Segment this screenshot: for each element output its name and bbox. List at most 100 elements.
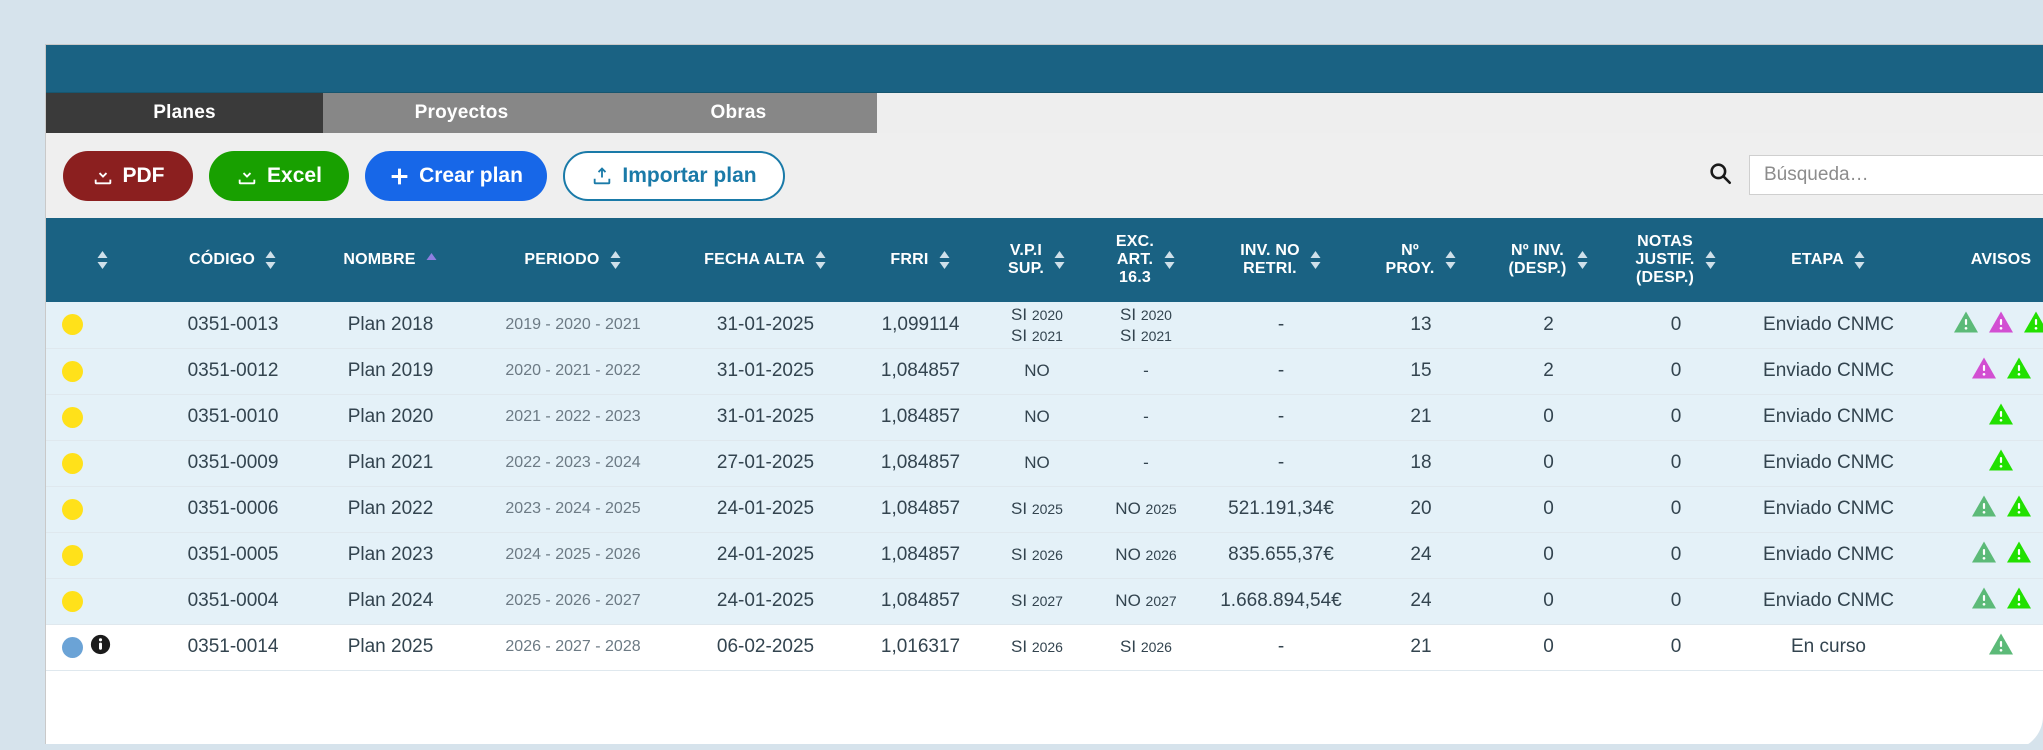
tab-proyectos[interactable]: Proyectos bbox=[323, 93, 600, 133]
sort-toggle-icon[interactable] bbox=[1576, 251, 1589, 269]
warning-triangle-icon[interactable] bbox=[1971, 356, 1997, 386]
warning-triangle-icon[interactable] bbox=[1971, 540, 1997, 570]
sort-toggle-icon[interactable] bbox=[609, 251, 622, 269]
import-plan-label: Importar plan bbox=[622, 164, 757, 187]
create-plan-button[interactable]: Crear plan bbox=[365, 151, 547, 201]
cell-periodo: 2025 - 2026 - 2027 bbox=[473, 578, 673, 625]
export-excel-button[interactable]: Excel bbox=[209, 151, 349, 201]
cell-exc-art-163: NO 2027 bbox=[1091, 578, 1201, 625]
cell-inv-no-retri: - bbox=[1201, 624, 1361, 671]
status-dot-yellow[interactable] bbox=[62, 360, 83, 382]
warning-triangle-icon[interactable] bbox=[2023, 310, 2043, 340]
cell-frri: 1,099114 bbox=[858, 302, 983, 349]
warning-triangle-icon[interactable] bbox=[1971, 586, 1997, 616]
table-row[interactable]: 0351-0005 Plan 2023 2024 - 2025 - 2026 2… bbox=[46, 532, 2043, 579]
cell-etapa: Enviado CNMC bbox=[1736, 440, 1921, 487]
column-label: PERIODO bbox=[524, 251, 600, 269]
table-row[interactable]: 0351-0009 Plan 2021 2022 - 2023 - 2024 2… bbox=[46, 440, 2043, 487]
sort-toggle-icon[interactable] bbox=[264, 251, 277, 269]
cell-periodo: 2020 - 2021 - 2022 bbox=[473, 348, 673, 395]
sort-ascending-icon[interactable] bbox=[425, 251, 438, 269]
table-row[interactable]: 0351-0006 Plan 2022 2023 - 2024 - 2025 2… bbox=[46, 486, 2043, 533]
warning-triangle-icon[interactable] bbox=[2006, 540, 2032, 570]
search-input[interactable] bbox=[1749, 155, 2043, 195]
col-codigo[interactable]: CÓDIGO bbox=[158, 218, 308, 302]
cell-nombre: Plan 2019 bbox=[308, 348, 473, 395]
search-icon[interactable] bbox=[1707, 160, 1733, 191]
sort-toggle-icon[interactable] bbox=[938, 251, 951, 269]
cell-etapa: Enviado CNMC bbox=[1736, 394, 1921, 441]
status-dot-yellow[interactable] bbox=[62, 452, 83, 474]
col-periodo[interactable]: PERIODO bbox=[473, 218, 673, 302]
table-row[interactable]: 0351-0010 Plan 2020 2021 - 2022 - 2023 3… bbox=[46, 394, 2043, 441]
col-nombre[interactable]: NOMBRE bbox=[308, 218, 473, 302]
col-n-inv-desp[interactable]: Nº INV. (DESP.) bbox=[1481, 218, 1616, 302]
tab-obras[interactable]: Obras bbox=[600, 93, 877, 133]
cell-codigo: 0351-0005 bbox=[158, 532, 308, 579]
status-dot-yellow[interactable] bbox=[62, 544, 83, 566]
col-etapa[interactable]: ETAPA bbox=[1736, 218, 1921, 302]
cell-fecha-alta: 24-01-2025 bbox=[673, 486, 858, 533]
sort-toggle-icon[interactable] bbox=[814, 251, 827, 269]
warning-triangle-icon[interactable] bbox=[1953, 310, 1979, 340]
cell-avisos bbox=[1921, 348, 2043, 395]
cell-frri: 1,084857 bbox=[858, 578, 983, 625]
status-cell bbox=[46, 624, 158, 671]
cell-exc-art-163: - bbox=[1091, 440, 1201, 487]
table-row[interactable]: 0351-0004 Plan 2024 2025 - 2026 - 2027 2… bbox=[46, 578, 2043, 625]
sort-toggle-icon[interactable] bbox=[1853, 251, 1866, 269]
status-dot-yellow[interactable] bbox=[62, 590, 83, 612]
cell-etapa: En curso bbox=[1736, 624, 1921, 671]
cell-n-proy: 13 bbox=[1361, 302, 1481, 349]
warning-triangle-icon[interactable] bbox=[2006, 356, 2032, 386]
table-row[interactable]: 0351-0014 Plan 2025 2026 - 2027 - 2028 0… bbox=[46, 624, 2043, 671]
col-n-proy[interactable]: Nº PROY. bbox=[1361, 218, 1481, 302]
warning-triangle-icon[interactable] bbox=[2006, 494, 2032, 524]
warning-triangle-icon[interactable] bbox=[1988, 402, 2014, 432]
info-icon[interactable] bbox=[90, 634, 111, 661]
cell-etapa: Enviado CNMC bbox=[1736, 302, 1921, 349]
cell-periodo: 2021 - 2022 - 2023 bbox=[473, 394, 673, 441]
cell-n-proy: 21 bbox=[1361, 394, 1481, 441]
cell-avisos bbox=[1921, 486, 2043, 533]
table-row[interactable]: 0351-0013 Plan 2018 2019 - 2020 - 2021 3… bbox=[46, 302, 2043, 349]
warning-triangle-icon[interactable] bbox=[1988, 310, 2014, 340]
cell-exc-art-163: SI 2026 bbox=[1091, 624, 1201, 671]
sort-toggle-icon[interactable] bbox=[1163, 251, 1176, 269]
sort-toggle-icon[interactable] bbox=[1444, 251, 1457, 269]
sort-toggle-icon[interactable] bbox=[1309, 251, 1322, 269]
toolbar: PDF Excel bbox=[46, 133, 2043, 218]
column-label: Nº PROY. bbox=[1385, 242, 1435, 277]
col-vpi-sup[interactable]: V.P.I SUP. bbox=[983, 218, 1091, 302]
cell-vpi-sup: SI 2026 bbox=[983, 532, 1091, 579]
column-label: NOMBRE bbox=[343, 251, 416, 269]
sort-toggle-icon[interactable] bbox=[96, 251, 109, 269]
col-frri[interactable]: FRRI bbox=[858, 218, 983, 302]
col-fecha-alta[interactable]: FECHA ALTA bbox=[673, 218, 858, 302]
cell-n-proy: 15 bbox=[1361, 348, 1481, 395]
import-plan-button[interactable]: Importar plan bbox=[563, 151, 785, 201]
cell-periodo: 2026 - 2027 - 2028 bbox=[473, 624, 673, 671]
warning-triangle-icon[interactable] bbox=[2006, 586, 2032, 616]
status-dot-yellow[interactable] bbox=[62, 498, 83, 520]
cell-fecha-alta: 06-02-2025 bbox=[673, 624, 858, 671]
warning-triangle-icon[interactable] bbox=[1971, 494, 1997, 524]
status-dot-blue[interactable] bbox=[62, 636, 83, 658]
warning-triangle-icon[interactable] bbox=[1988, 448, 2014, 478]
cell-n-inv-desp: 0 bbox=[1481, 440, 1616, 487]
col-status[interactable] bbox=[46, 218, 158, 302]
cell-nombre: Plan 2021 bbox=[308, 440, 473, 487]
status-dot-yellow[interactable] bbox=[62, 314, 83, 336]
tab-planes[interactable]: Planes bbox=[46, 93, 323, 133]
col-notas-justif-desp[interactable]: NOTAS JUSTIF. (DESP.) bbox=[1616, 218, 1736, 302]
col-exc-art-163[interactable]: EXC. ART. 16.3 bbox=[1091, 218, 1201, 302]
table-row[interactable]: 0351-0012 Plan 2019 2020 - 2021 - 2022 3… bbox=[46, 348, 2043, 395]
sort-toggle-icon[interactable] bbox=[1053, 251, 1066, 269]
sort-toggle-icon[interactable] bbox=[1704, 251, 1717, 269]
export-pdf-button[interactable]: PDF bbox=[63, 151, 193, 201]
status-dot-yellow[interactable] bbox=[62, 406, 83, 428]
warning-triangle-icon[interactable] bbox=[1988, 632, 2014, 662]
col-inv-no-retri[interactable]: INV. NO RETRI. bbox=[1201, 218, 1361, 302]
status-cell bbox=[46, 440, 158, 487]
